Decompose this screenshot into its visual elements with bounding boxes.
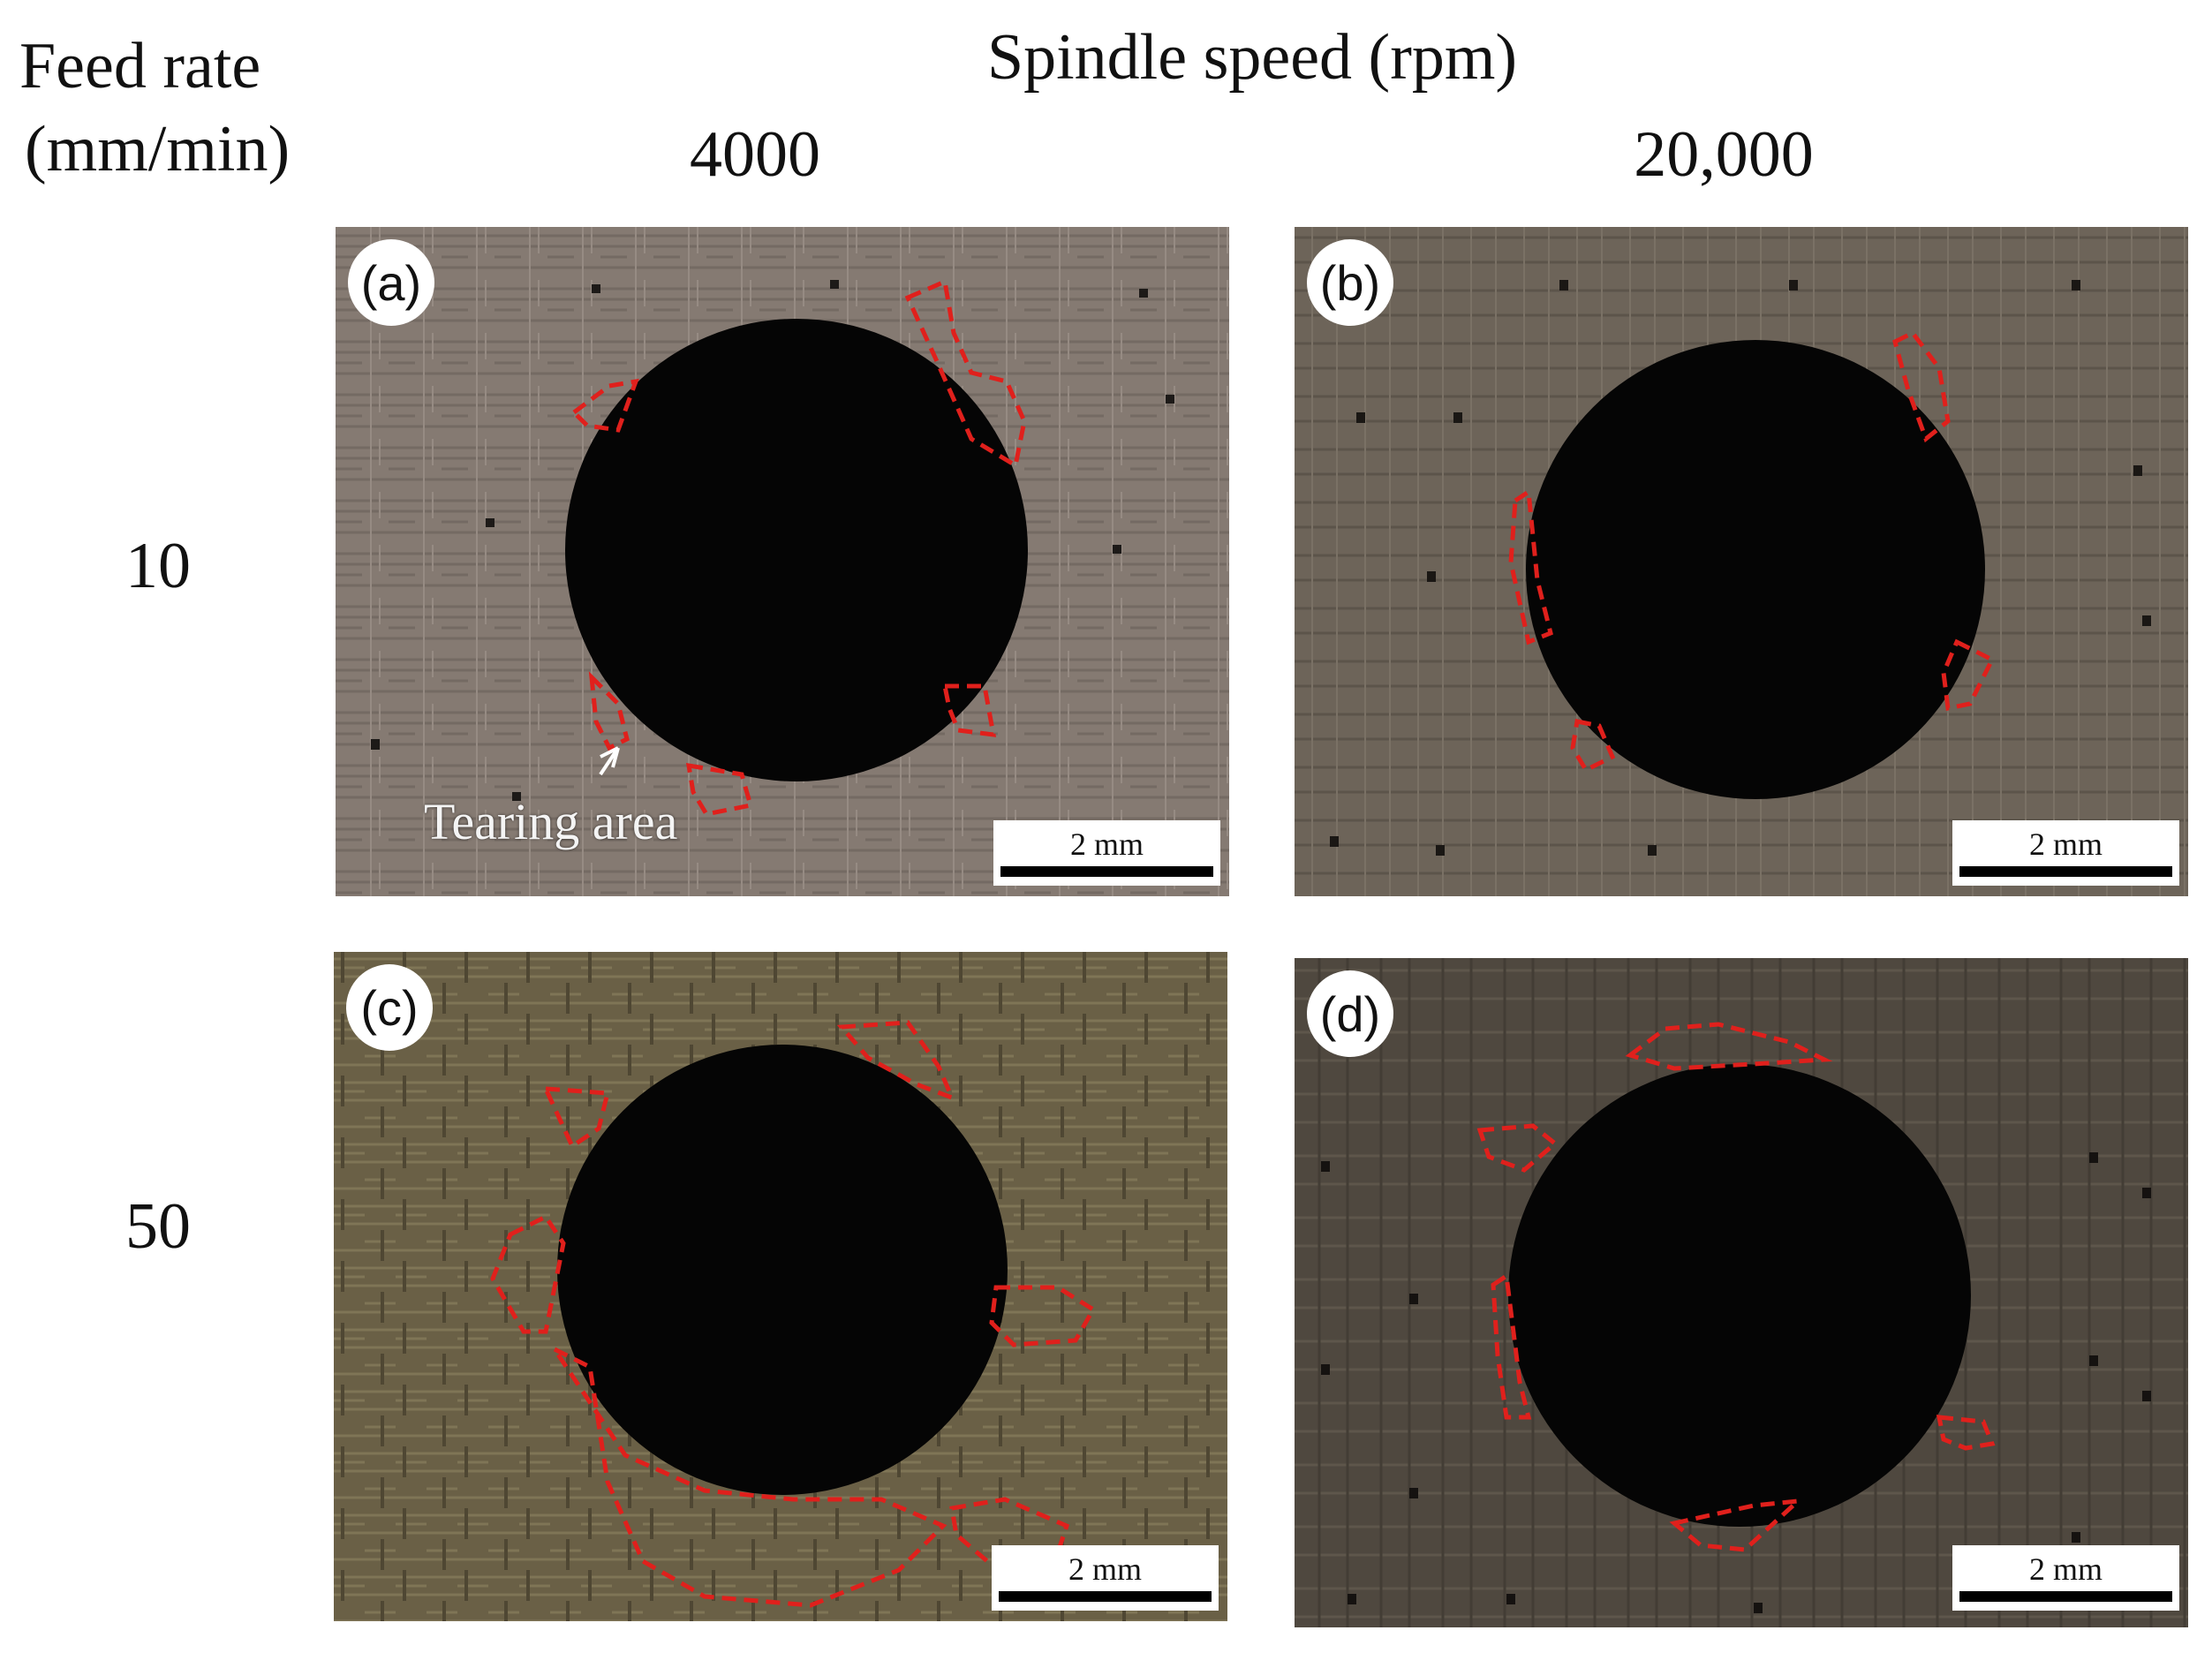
feed-rate-title: Feed rate	[19, 30, 261, 102]
drilled-hole	[557, 1045, 1008, 1495]
drilled-hole	[1526, 340, 1985, 799]
panel-c-scale-bar: 2 mm	[992, 1545, 1219, 1611]
tearing-outlines	[570, 278, 1027, 817]
drilled-hole	[565, 319, 1028, 781]
panel-b-scale-line	[1959, 866, 2172, 877]
tearing-outlines	[490, 1020, 1097, 1608]
spindle-speed-title: Spindle speed (rpm)	[986, 21, 1518, 94]
panel-a-scale-label: 2 mm	[1069, 826, 1144, 862]
row-label-50: 50	[125, 1190, 191, 1263]
column-label-4000: 4000	[690, 118, 820, 191]
panel-c-scale-label: 2 mm	[1068, 1551, 1142, 1587]
panel-b-scale-label: 2 mm	[2028, 826, 2103, 862]
drilled-hole	[1508, 1064, 1971, 1527]
annotation-arrow	[599, 746, 620, 776]
panel-d-scale-line	[1959, 1591, 2172, 1602]
row-label-10: 10	[125, 530, 191, 602]
tearing-outlines	[1476, 1022, 1996, 1552]
panel-a-image	[336, 227, 1229, 896]
panel-d-micrograph: (d) 2 mm	[1295, 958, 2188, 1627]
panel-c-label: (c)	[346, 964, 433, 1051]
panel-b-image	[1295, 227, 2188, 896]
panel-b-scale-bar: 2 mm	[1952, 820, 2179, 886]
tearing-area-annotation: Tearing area	[424, 793, 678, 850]
panel-d-scale-bar: 2 mm	[1952, 1545, 2179, 1611]
panel-a-scale-bar: 2 mm	[993, 820, 1220, 886]
tearing-outlines	[1508, 329, 1996, 774]
panel-b-micrograph: (b) 2 mm	[1295, 227, 2188, 896]
column-label-20000: 20,000	[1634, 118, 1814, 191]
panel-d-image	[1295, 958, 2188, 1627]
panel-a-label: (a)	[348, 239, 434, 326]
panel-c-scale-line	[999, 1591, 1212, 1602]
surface-dots	[1321, 1152, 2151, 1613]
panel-c-micrograph: (c) 2 mm	[334, 952, 1227, 1621]
panel-a-scale-line	[1000, 866, 1213, 877]
panel-d-label: (d)	[1307, 970, 1393, 1057]
panel-c-image	[334, 952, 1227, 1621]
feed-rate-unit: (mm/min)	[25, 113, 291, 185]
surface-dots	[1330, 280, 2151, 856]
panel-a-micrograph: (a) Tearing area 2 mm	[336, 227, 1229, 896]
panel-b-label: (b)	[1307, 239, 1393, 326]
surface-dots	[371, 280, 1174, 801]
panel-d-scale-label: 2 mm	[2028, 1551, 2103, 1587]
